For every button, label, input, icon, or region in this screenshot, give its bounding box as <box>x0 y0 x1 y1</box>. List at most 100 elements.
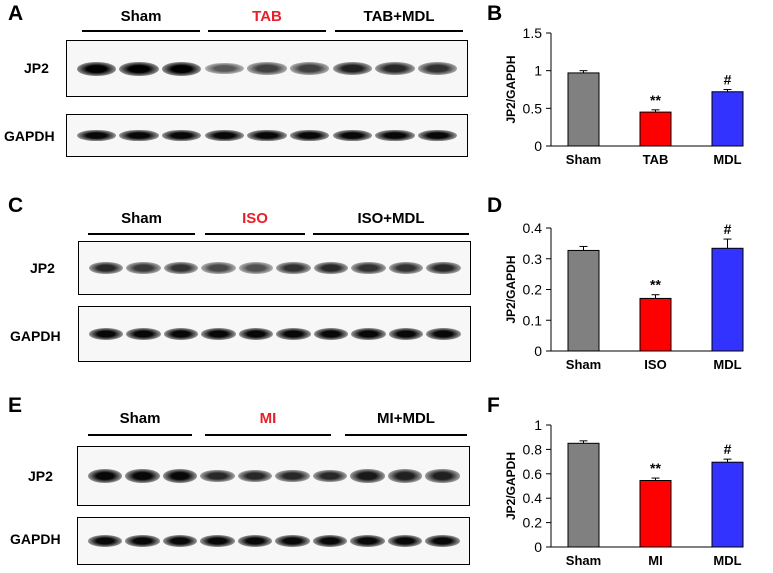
blot-band <box>237 469 272 483</box>
bar-chart-b: 0 0.5 1 1.5 JP2/GAPDH Sham ** TAB # MDL <box>504 25 744 167</box>
x-tick-label: Sham <box>566 357 601 372</box>
bar-sham <box>567 72 600 147</box>
bar-mdl <box>711 247 744 352</box>
blot-band <box>200 535 235 547</box>
blot-band <box>76 61 116 76</box>
blot-band <box>88 328 123 340</box>
y-tick-label: 0.1 <box>523 312 543 328</box>
group-label: Sham <box>121 210 162 227</box>
blot-band <box>125 469 160 483</box>
bar-mdl <box>711 461 744 548</box>
y-tick-label: 1 <box>534 417 542 433</box>
blot-band <box>238 262 273 274</box>
group-label: MI+MDL <box>377 410 435 427</box>
y-tick-label: 0.3 <box>523 251 543 267</box>
blot-band <box>425 469 460 483</box>
y-tick-label: 1 <box>534 63 542 79</box>
blot-band <box>312 469 347 483</box>
blot-band <box>418 62 458 75</box>
group-underline <box>205 434 331 436</box>
y-tick-label: 0.8 <box>523 441 543 457</box>
gapdh-blot <box>77 517 470 565</box>
row-label-gapdh: GAPDH <box>10 531 61 547</box>
y-tick-label: 0.2 <box>523 515 543 531</box>
blot-band <box>276 261 311 275</box>
x-tick-label: TAB <box>643 152 669 167</box>
bar-chart-d: 0 0.1 0.2 0.3 0.4 JP2/GAPDH Sham ** ISO # MDL <box>504 220 744 372</box>
blot-band <box>126 328 161 340</box>
x-tick-label: MDL <box>713 553 741 568</box>
bar-chart-f: 0 0.2 0.4 0.6 0.8 1 JP2/GAPDH Sham ** MI # MDL <box>504 417 744 568</box>
group-underline <box>82 30 200 32</box>
row-label-jp2: JP2 <box>28 468 53 484</box>
y-tick-label: 1.5 <box>523 25 543 41</box>
group-label: Sham <box>120 8 162 25</box>
blot-band <box>375 129 415 142</box>
blot-band <box>313 261 348 275</box>
blot-band <box>418 129 458 142</box>
blot-band <box>76 129 116 142</box>
bar-mi <box>639 480 672 548</box>
y-axis-label: JP2/GAPDH <box>504 255 518 323</box>
group-label: ISO+MDL <box>357 210 425 227</box>
panel-letter: F <box>487 394 500 417</box>
gapdh-blot <box>66 114 468 157</box>
significance-marker: ** <box>650 92 661 108</box>
group-underline <box>313 233 469 235</box>
group-underline <box>335 30 463 32</box>
significance-marker: ** <box>650 277 661 293</box>
blot-band <box>351 328 386 340</box>
blot-band <box>332 61 372 76</box>
group-label: TAB <box>252 8 282 25</box>
group-label: TAB+MDL <box>363 8 435 25</box>
blot-band <box>388 328 423 340</box>
y-tick-label: 0 <box>534 138 542 154</box>
blot-band <box>275 469 310 483</box>
group-label: MI <box>259 410 277 427</box>
blot-band <box>247 129 287 142</box>
blot-band <box>87 535 122 547</box>
blot-band <box>237 535 272 547</box>
jp2-blot <box>77 446 470 506</box>
group-label: ISO <box>242 210 268 227</box>
y-axis-label: JP2/GAPDH <box>504 55 518 123</box>
x-tick-label: MDL <box>713 357 741 372</box>
jp2-blot <box>78 241 471 295</box>
y-tick-label: 0.4 <box>523 490 543 506</box>
blot-band <box>204 62 244 75</box>
blot-band <box>88 261 123 275</box>
x-tick-label: ISO <box>644 357 666 372</box>
x-tick-label: Sham <box>566 553 601 568</box>
significance-marker: # <box>724 441 732 457</box>
panel-letter: C <box>8 194 24 217</box>
blot-band <box>387 469 422 483</box>
blot-band <box>163 261 198 275</box>
blot-band <box>247 62 287 75</box>
bar-iso <box>639 297 672 352</box>
blot-band <box>375 62 415 75</box>
x-tick-label: MI <box>648 553 662 568</box>
blot-band <box>350 469 385 483</box>
y-tick-label: 0.4 <box>523 220 543 236</box>
blot-band <box>290 62 330 75</box>
blot-band <box>387 535 422 547</box>
blot-band <box>201 261 236 275</box>
panel-letter: E <box>8 394 23 417</box>
blot-band <box>200 469 235 483</box>
panel-letter: D <box>487 194 503 217</box>
blot-band <box>162 535 197 547</box>
blot-band <box>126 261 161 275</box>
group-underline <box>88 233 195 235</box>
bar-sham <box>567 249 600 352</box>
blot-band <box>275 535 310 547</box>
y-axis-label: JP2/GAPDH <box>504 452 518 520</box>
significance-marker: # <box>724 221 732 237</box>
panel-letter: B <box>487 2 503 25</box>
blot-band <box>119 61 159 76</box>
x-tick-label: Sham <box>566 152 601 167</box>
gapdh-blot <box>78 306 471 362</box>
y-tick-label: 0.6 <box>523 466 543 482</box>
group-underline <box>208 30 326 32</box>
row-label-gapdh: GAPDH <box>4 128 55 144</box>
jp2-blot <box>66 40 468 97</box>
